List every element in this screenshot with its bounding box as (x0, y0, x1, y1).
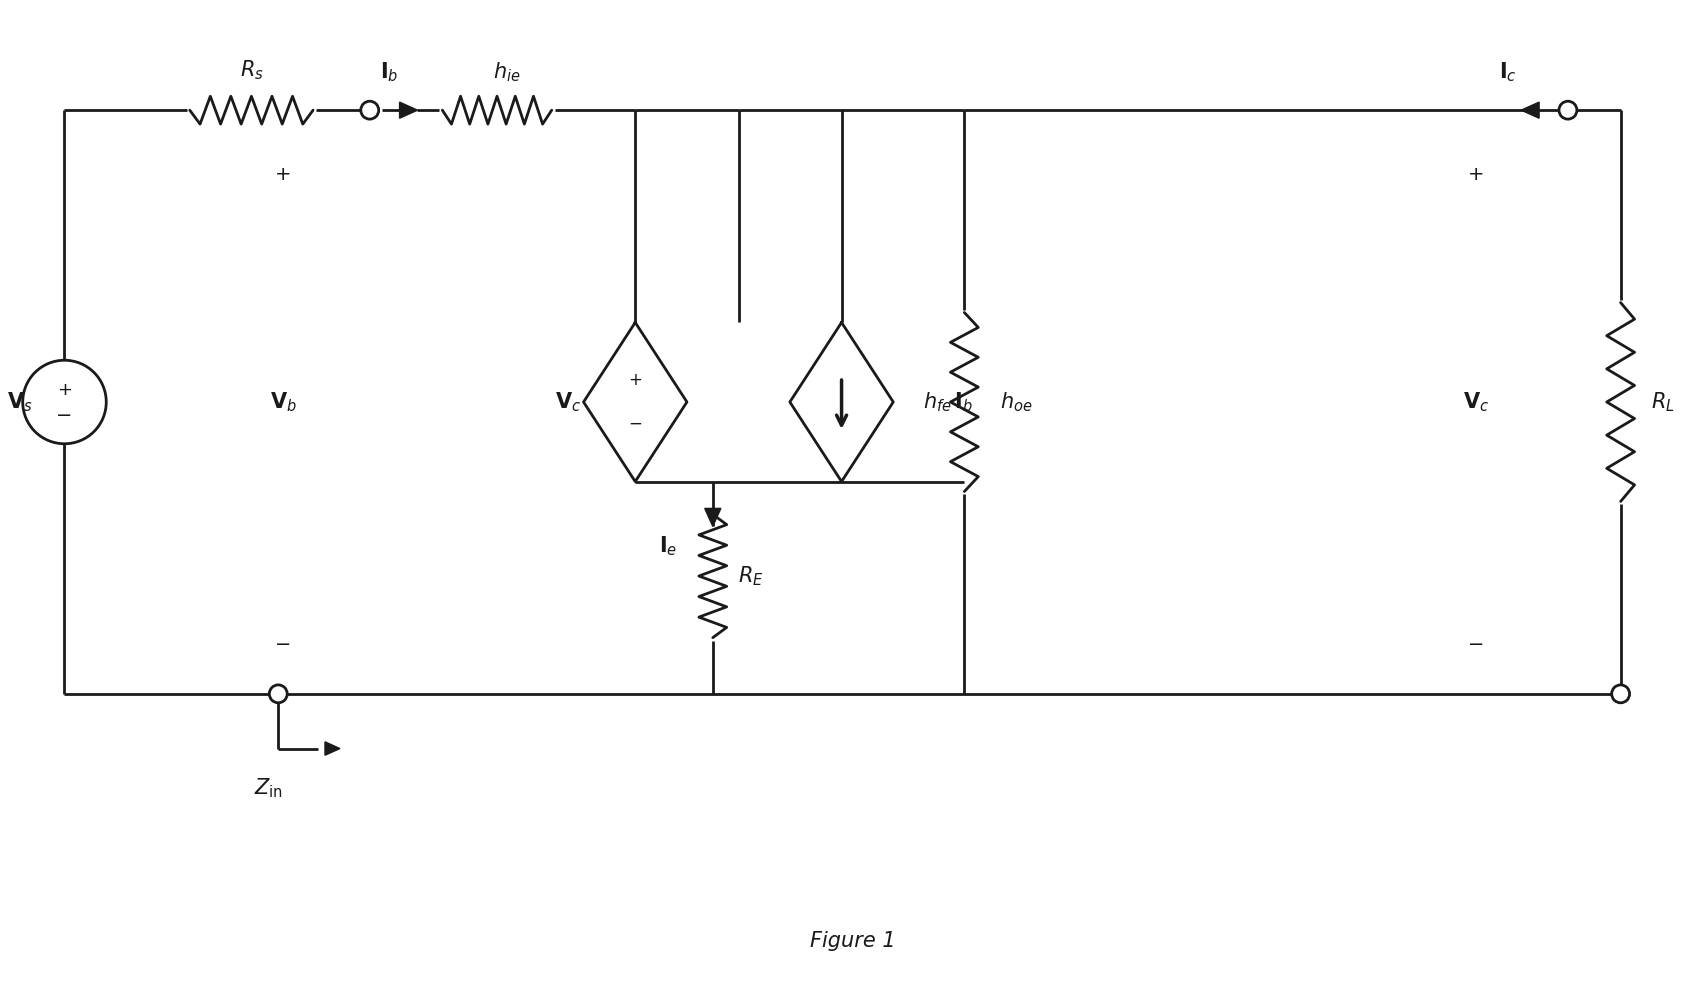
Polygon shape (789, 322, 893, 481)
Circle shape (1611, 684, 1630, 703)
Text: −: − (56, 407, 73, 425)
Text: $\mathbf{V}_c$: $\mathbf{V}_c$ (554, 390, 581, 413)
Text: $\mathbf{V}_b$: $\mathbf{V}_b$ (269, 390, 297, 413)
Polygon shape (704, 509, 721, 526)
Text: −: − (275, 634, 292, 654)
Text: $\mathbf{I}_c$: $\mathbf{I}_c$ (1499, 61, 1517, 84)
Text: $\mathbf{V}_s$: $\mathbf{V}_s$ (7, 390, 32, 413)
Text: $h_{oe}$: $h_{oe}$ (999, 390, 1032, 413)
Text: +: + (1468, 165, 1485, 185)
Circle shape (22, 360, 106, 444)
Text: $R_L$: $R_L$ (1650, 390, 1674, 413)
Text: +: + (629, 371, 643, 389)
Circle shape (269, 684, 286, 703)
Text: −: − (1468, 634, 1485, 654)
Text: Figure 1: Figure 1 (810, 932, 895, 952)
Text: $h_{ie}$: $h_{ie}$ (493, 61, 520, 84)
Text: $R_s$: $R_s$ (239, 59, 263, 82)
Polygon shape (583, 322, 687, 481)
Text: $Z_{\mathrm{in}}$: $Z_{\mathrm{in}}$ (254, 777, 283, 800)
Circle shape (1611, 684, 1630, 703)
Text: $h_{fe}\,\mathbf{I}_b$: $h_{fe}\,\mathbf{I}_b$ (922, 390, 974, 413)
Text: +: + (275, 165, 292, 185)
Circle shape (269, 684, 286, 703)
Text: $\mathbf{V}_c$: $\mathbf{V}_c$ (1463, 390, 1490, 413)
Text: $\mathbf{I}_e$: $\mathbf{I}_e$ (658, 534, 677, 558)
Circle shape (361, 101, 379, 119)
Text: −: − (629, 414, 643, 433)
Circle shape (361, 101, 379, 119)
Polygon shape (1521, 102, 1540, 118)
Text: +: + (56, 381, 72, 399)
Circle shape (1558, 101, 1577, 119)
Text: $R_E$: $R_E$ (738, 565, 764, 588)
Circle shape (1558, 101, 1577, 119)
Polygon shape (326, 741, 339, 755)
Text: $\mathbf{I}_b$: $\mathbf{I}_b$ (380, 61, 399, 84)
Polygon shape (399, 102, 418, 118)
